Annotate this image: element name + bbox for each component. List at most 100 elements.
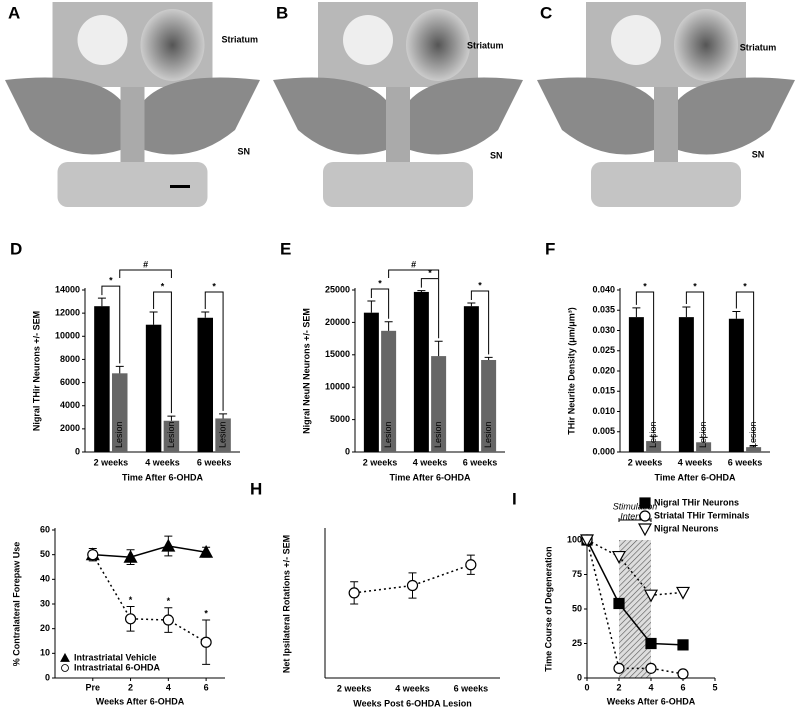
panel-letter: H <box>250 479 262 498</box>
bar <box>646 441 662 452</box>
image-label: SN <box>237 146 250 156</box>
significance-mark: * <box>693 281 697 291</box>
y-tick-label: 0 <box>577 672 582 682</box>
bar <box>696 442 712 452</box>
error-bar <box>97 297 106 307</box>
legend-label: Intrastriatal 6-OHDA <box>74 662 161 672</box>
y-tick-label: 20 <box>40 623 50 633</box>
x-tick-label: 4 <box>166 682 171 692</box>
error-bar <box>417 290 426 292</box>
bar <box>678 317 694 452</box>
x-axis-label: Weeks After 6-OHDA <box>96 696 185 706</box>
image-label: SN <box>490 150 503 160</box>
error-bar <box>732 310 741 319</box>
marker <box>611 550 627 564</box>
x-axis-label: Time After 6-OHDA <box>122 472 204 482</box>
y-axis-label: Net Ipsilateral Rotations +/- SEM <box>281 535 291 673</box>
bar-label: Intact <box>631 425 641 448</box>
marker <box>643 589 659 603</box>
significance-mark: * <box>129 595 133 605</box>
y-tick-label: 0.000 <box>592 446 615 456</box>
bar-label: Lesion <box>648 421 658 448</box>
marker <box>613 662 625 674</box>
y-tick-label: 0.010 <box>592 406 615 416</box>
bar <box>381 330 397 452</box>
x-tick-label: 6 weeks <box>197 457 232 467</box>
bar <box>431 356 447 452</box>
bar-label: Intact <box>416 425 426 448</box>
y-axis-label: THir Neurite Density (μm/μm³) <box>566 307 576 435</box>
y-tick-label: 0.040 <box>592 284 615 294</box>
bar <box>463 306 479 452</box>
error-bar <box>115 365 124 374</box>
significance-bracket <box>685 291 705 435</box>
bar <box>215 418 231 452</box>
x-tick-label: 0 <box>584 682 589 692</box>
micrograph-brainstem <box>57 162 208 207</box>
legend-entry <box>639 497 651 509</box>
y-tick-label: 0.005 <box>592 426 615 436</box>
panel-letter: I <box>512 489 517 508</box>
y-tick-label: 0 <box>45 672 50 682</box>
significance-mark: * <box>167 596 171 606</box>
line <box>586 539 684 596</box>
y-tick-label: 10000 <box>55 331 80 341</box>
y-tick-label: 0.030 <box>592 325 615 335</box>
error-bar <box>167 415 176 421</box>
bar <box>363 312 379 452</box>
significance-bracket <box>470 290 490 355</box>
micrograph-brainstem <box>323 162 473 207</box>
error-bar <box>649 435 658 442</box>
panel-letter: D <box>10 239 22 258</box>
y-tick-label: 15000 <box>325 349 350 359</box>
marker <box>200 636 212 648</box>
significance-mark: # <box>411 259 416 269</box>
significance-bracket <box>101 285 121 364</box>
marker <box>645 662 657 674</box>
y-tick-label: 60 <box>40 524 50 534</box>
micrograph-brainstem <box>591 162 741 207</box>
y-tick-label: 25000 <box>325 284 350 294</box>
x-tick-label: 2 <box>616 682 621 692</box>
y-tick-label: 25 <box>572 638 582 648</box>
shade-label: Stimulation <box>613 501 658 511</box>
significance-bracket <box>370 288 390 319</box>
legend-label: Nigral THir Neurons <box>654 497 739 507</box>
y-tick-label: 0.015 <box>592 386 615 396</box>
bar-label: Lesion <box>217 421 227 448</box>
y-tick-label: 5000 <box>330 414 350 424</box>
marker <box>675 586 691 600</box>
error-bar <box>699 436 708 443</box>
striatum-tissue <box>140 9 205 81</box>
striatum-tissue <box>611 15 661 65</box>
x-tick-label: 4 weeks <box>413 457 448 467</box>
bar-label: Intact <box>366 425 376 448</box>
striatum-tissue <box>674 9 738 81</box>
significance-mark: * <box>109 275 113 285</box>
micrograph-midline <box>386 87 410 167</box>
micrograph-midline <box>654 87 678 167</box>
legend-entry <box>637 523 653 537</box>
y-tick-label: 8000 <box>60 354 80 364</box>
scale-bar <box>170 185 190 188</box>
y-tick-label: 50 <box>572 603 582 613</box>
y-tick-label: 100 <box>567 534 582 544</box>
significance-mark: * <box>161 281 165 291</box>
significance-mark: * <box>428 268 432 278</box>
panel-letter: E <box>280 239 291 258</box>
bar-label: Intact <box>96 425 106 448</box>
error-bar <box>219 413 228 419</box>
marker <box>613 597 625 610</box>
x-axis-label: Time After 6-OHDA <box>389 472 471 482</box>
micrograph-midline <box>120 87 145 167</box>
shade-label: Interval <box>620 511 651 521</box>
bar-label: Lesion <box>748 421 758 448</box>
legend-label: Striatal THir Terminals <box>654 510 749 520</box>
error-bar <box>149 311 158 325</box>
x-tick-label: Pre <box>86 682 101 692</box>
y-tick-label: 75 <box>572 569 582 579</box>
legend-label: Intrastriatal Vehicle <box>74 652 157 662</box>
x-tick-label: 6 <box>204 682 209 692</box>
bar <box>728 318 744 452</box>
line <box>92 545 207 558</box>
